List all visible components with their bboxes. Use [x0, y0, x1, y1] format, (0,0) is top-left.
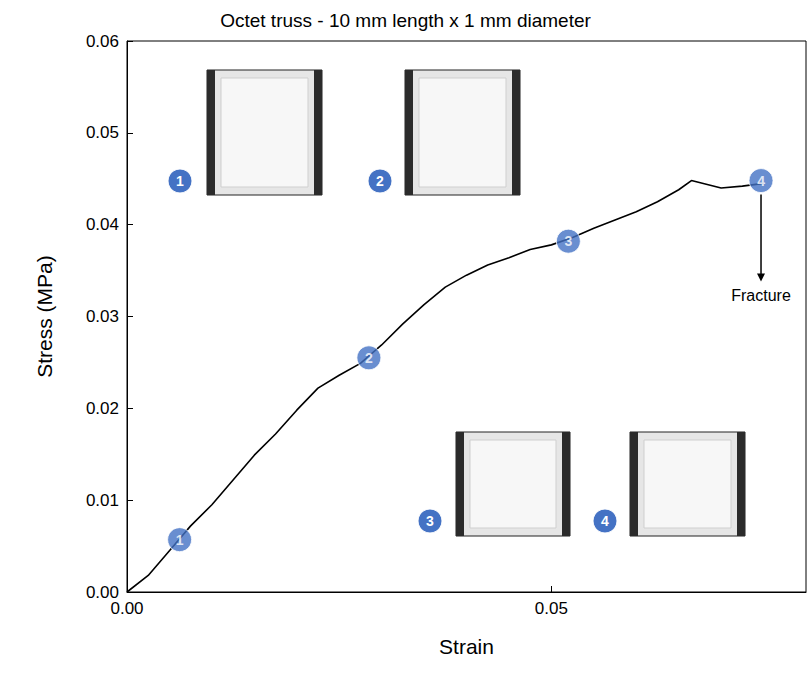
svg-text:Stress (MPa): Stress (MPa): [33, 255, 56, 378]
svg-text:0.05: 0.05: [535, 599, 568, 618]
svg-text:4: 4: [757, 173, 765, 189]
svg-text:0.03: 0.03: [86, 307, 119, 326]
svg-text:0.04: 0.04: [86, 215, 119, 234]
svg-text:0.02: 0.02: [86, 399, 119, 418]
svg-text:0.00: 0.00: [85, 582, 119, 602]
svg-text:Fracture: Fracture: [731, 287, 791, 304]
svg-text:0.01: 0.01: [86, 491, 119, 510]
svg-text:3: 3: [564, 233, 572, 249]
svg-text:0.05: 0.05: [86, 123, 119, 142]
svg-text:Octet truss - 10 mm length x 1: Octet truss - 10 mm length x 1 mm diamet…: [220, 10, 591, 31]
svg-text:1: 1: [176, 173, 184, 189]
svg-text:0.06: 0.06: [86, 32, 119, 51]
svg-text:Strain: Strain: [439, 635, 494, 658]
svg-text:2: 2: [365, 350, 373, 366]
svg-text:1: 1: [176, 532, 184, 548]
svg-text:0.00: 0.00: [110, 599, 143, 618]
svg-text:4: 4: [601, 513, 609, 529]
svg-text:3: 3: [426, 513, 434, 529]
svg-text:2: 2: [376, 173, 384, 189]
